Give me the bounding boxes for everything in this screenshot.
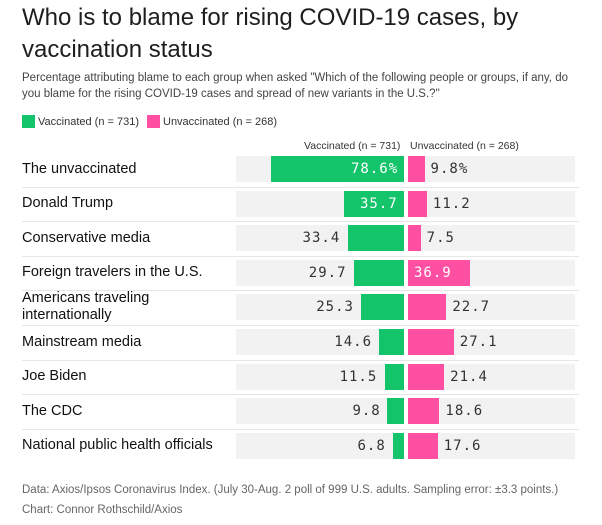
legend: Vaccinated (n = 731) Unvaccinated (n = 2… — [22, 115, 285, 128]
column-header-vaccinated: Vaccinated (n = 731) — [304, 140, 401, 152]
row-label: The unvaccinated — [22, 160, 137, 177]
row-divider — [22, 290, 579, 292]
row-divider — [22, 394, 579, 396]
legend-item-unvaccinated: Unvaccinated (n = 268) — [147, 115, 277, 128]
bar-unvaccinated — [408, 156, 425, 182]
bar-unvaccinated — [408, 225, 421, 252]
value-label-unvaccinated: 36.9 — [414, 264, 452, 281]
value-label-vaccinated: 35.7 — [360, 195, 398, 212]
legend-item-vaccinated: Vaccinated (n = 731) — [22, 115, 139, 128]
value-label-vaccinated: 11.5 — [339, 368, 378, 385]
row-divider — [22, 186, 579, 188]
bar-unvaccinated — [408, 190, 427, 217]
row-background-vaccinated — [236, 398, 404, 425]
value-label-unvaccinated: 21.4 — [450, 368, 488, 385]
value-label-vaccinated: 78.6% — [351, 161, 399, 177]
row-divider — [22, 428, 579, 430]
row-background-unvaccinated — [408, 190, 575, 217]
chart-subtitle: Percentage attributing blame to each gro… — [22, 72, 568, 100]
row-label: The CDC — [22, 402, 83, 419]
value-label-unvaccinated: 17.6 — [443, 437, 482, 454]
row-background-unvaccinated — [408, 156, 575, 182]
bar-vaccinated — [353, 259, 404, 286]
value-label-vaccinated: 9.8 — [352, 403, 381, 420]
row-divider — [22, 359, 579, 361]
value-label-vaccinated: 25.3 — [316, 299, 354, 316]
bar-unvaccinated — [408, 329, 454, 355]
row-label: Donald Trump — [22, 195, 114, 212]
legend-label-unvaccinated: Unvaccinated (n = 268) — [163, 115, 278, 128]
bar-vaccinated — [379, 329, 404, 355]
bar-unvaccinated — [408, 259, 471, 286]
row-label: National public health officials — [22, 437, 213, 454]
bar-unvaccinated — [408, 432, 438, 459]
value-label-vaccinated: 6.8 — [357, 437, 386, 454]
row-label: Mainstream media — [22, 333, 142, 350]
column-header-unvaccinated: Unvaccinated (n = 268) — [410, 140, 519, 152]
bar-vaccinated — [271, 156, 404, 182]
chart-title: Who is to blame for rising COVID-19 case… — [22, 4, 519, 63]
legend-label-vaccinated: Vaccinated (n = 731) — [38, 115, 139, 128]
bar-vaccinated — [347, 225, 404, 252]
bar-vaccinated — [392, 432, 404, 459]
value-label-unvaccinated: 18.6 — [445, 403, 484, 420]
bar-vaccinated — [384, 363, 404, 390]
value-label-unvaccinated: 11.2 — [432, 195, 471, 212]
row-background-vaccinated — [236, 432, 404, 459]
value-label-unvaccinated: 27.1 — [459, 334, 498, 350]
value-label-unvaccinated: 22.7 — [452, 299, 491, 316]
bar-vaccinated — [361, 294, 404, 321]
row-label: Conservative media — [22, 229, 151, 246]
bar-unvaccinated — [408, 294, 447, 321]
row-background-vaccinated — [236, 329, 404, 355]
row-label: Americans traveling internationally — [22, 290, 150, 324]
row-divider — [22, 325, 579, 326]
bar-unvaccinated — [408, 398, 440, 425]
bar-unvaccinated — [408, 363, 445, 390]
row-divider — [22, 221, 579, 223]
chart-footer: Data: Axios/Ipsos Coronavirus Index. (Ju… — [22, 484, 559, 516]
value-label-vaccinated: 29.7 — [308, 264, 347, 281]
value-label-vaccinated: 14.6 — [334, 334, 373, 350]
bar-vaccinated — [343, 190, 404, 217]
value-label-unvaccinated: 7.5 — [426, 230, 455, 247]
row-label: Foreign travelers in the U.S. — [22, 264, 203, 281]
legend-swatch-vaccinated — [22, 115, 35, 128]
row-divider — [22, 255, 579, 257]
row-background-vaccinated — [236, 363, 404, 390]
value-label-vaccinated: 33.4 — [302, 230, 341, 247]
legend-swatch-unvaccinated — [147, 115, 160, 128]
bar-vaccinated — [387, 398, 404, 425]
row-background-unvaccinated — [408, 225, 575, 252]
row-label: Joe Biden — [22, 368, 87, 385]
value-label-unvaccinated: 9.8% — [430, 161, 469, 177]
